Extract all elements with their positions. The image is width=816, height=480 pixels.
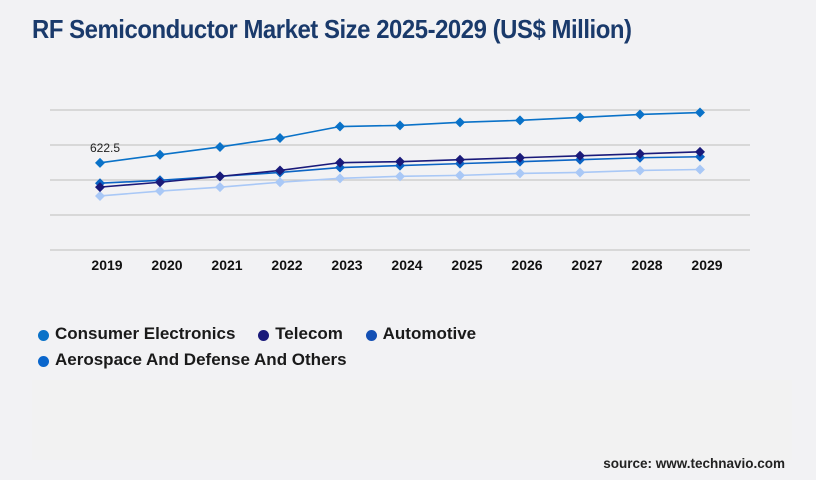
x-tick-label: 2020 [151, 257, 182, 273]
legend-label: Consumer Electronics [55, 324, 236, 343]
data-point-aerospace-and-defense-and-others-2029[interactable] [695, 164, 705, 175]
data-point-telecom-2023[interactable] [335, 157, 345, 168]
data-point-aerospace-and-defense-and-others-2021[interactable] [215, 182, 225, 193]
x-tick-label: 2027 [571, 257, 602, 273]
x-tick-label: 2019 [91, 257, 122, 273]
legend-marker-icon [38, 330, 49, 341]
data-point-consumer-electronics-2024[interactable] [395, 120, 405, 131]
legend: Consumer Electronics Telecom Automotive … [38, 322, 558, 374]
data-point-aerospace-and-defense-and-others-2025[interactable] [455, 170, 465, 181]
data-point-aerospace-and-defense-and-others-2026[interactable] [515, 168, 525, 179]
x-axis-labels: 2019 2020 2021 2022 2023 2024 2025 2026 2027 2028… [91, 257, 722, 273]
data-point-telecom-2022[interactable] [275, 165, 285, 176]
legend-label: Telecom [275, 324, 343, 343]
data-point-aerospace-and-defense-and-others-2019[interactable] [95, 190, 105, 201]
x-tick-label: 2024 [391, 257, 422, 273]
data-point-aerospace-and-defense-and-others-2024[interactable] [395, 171, 405, 182]
legend-item-automotive[interactable]: Automotive [365, 322, 477, 346]
data-point-consumer-electronics-2028[interactable] [635, 109, 645, 120]
data-point-telecom-2020[interactable] [155, 177, 165, 188]
legend-marker-icon [365, 330, 377, 341]
series-markers [95, 107, 705, 201]
data-point-telecom-2024[interactable] [395, 156, 405, 167]
legend-item-aerospace-defense-others[interactable]: Aerospace And Defense And Others [38, 348, 347, 372]
chart-title: RF Semiconductor Market Size 2025-2029 (… [32, 14, 632, 44]
data-point-aerospace-and-defense-and-others-2028[interactable] [635, 165, 645, 176]
data-point-consumer-electronics-2029[interactable] [695, 107, 705, 118]
data-point-consumer-electronics-2027[interactable] [575, 112, 585, 123]
data-point-consumer-electronics-2020[interactable] [155, 149, 165, 160]
legend-item-consumer-electronics[interactable]: Consumer Electronics [38, 322, 235, 346]
legend-item-telecom[interactable]: Telecom [258, 322, 343, 346]
footer-panel [32, 380, 792, 460]
line-chart: 2019 2020 2021 2022 2023 2024 2025 2026 2027 2028… [50, 107, 750, 273]
data-labels: 622.5 [90, 141, 120, 155]
data-point-consumer-electronics-2025[interactable] [455, 117, 465, 128]
x-tick-label: 2025 [451, 257, 482, 273]
x-tick-label: 2021 [211, 257, 242, 273]
legend-label: Aerospace And Defense And Others [55, 350, 347, 369]
data-point-telecom-2019[interactable] [95, 182, 105, 193]
data-point-consumer-electronics-2023[interactable] [335, 121, 345, 132]
data-point-telecom-2026[interactable] [515, 152, 525, 163]
data-point-consumer-electronics-2026[interactable] [515, 115, 525, 126]
data-point-consumer-electronics-2019[interactable] [95, 157, 105, 168]
legend-label: Automotive [382, 324, 477, 343]
data-point-telecom-2025[interactable] [455, 154, 465, 165]
x-tick-label: 2029 [691, 257, 722, 273]
source-credit: source: www.technavio.com [603, 456, 785, 471]
data-point-consumer-electronics-2021[interactable] [215, 141, 225, 152]
data-point-consumer-electronics-2022[interactable] [275, 133, 285, 143]
x-tick-label: 2022 [271, 257, 302, 273]
x-tick-label: 2023 [331, 257, 362, 273]
data-point-aerospace-and-defense-and-others-2023[interactable] [335, 173, 345, 184]
data-point-aerospace-and-defense-and-others-2027[interactable] [575, 167, 585, 178]
data-point-telecom-2021[interactable] [215, 171, 225, 182]
legend-marker-icon [258, 330, 270, 341]
x-tick-label: 2026 [511, 257, 542, 273]
data-point-aerospace-and-defense-and-others-2020[interactable] [155, 186, 165, 197]
data-point-telecom-2028[interactable] [635, 148, 645, 159]
data-point-telecom-2029[interactable] [695, 146, 705, 157]
x-tick-label: 2028 [631, 257, 662, 273]
data-point-telecom-2027[interactable] [575, 150, 585, 161]
data-point-aerospace-and-defense-and-others-2022[interactable] [275, 177, 285, 188]
legend-marker-icon [38, 356, 49, 367]
data-label: 622.5 [90, 141, 120, 155]
